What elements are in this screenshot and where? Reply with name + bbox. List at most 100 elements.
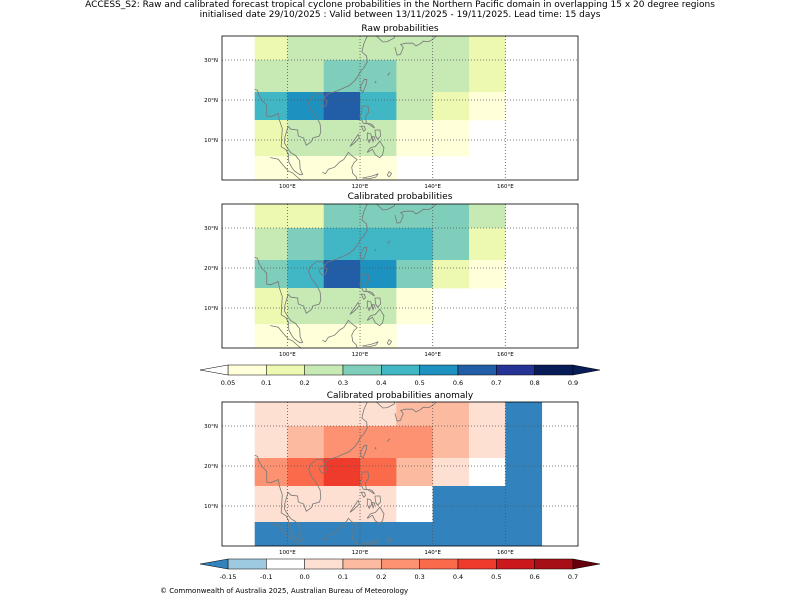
probability-cell: [287, 522, 325, 546]
probability-cell: [287, 36, 325, 61]
probability-cell: [323, 426, 361, 459]
probability-cell: [469, 426, 506, 459]
probability-cell: [323, 120, 361, 157]
colorbar-probability: 0.05 0.1 0.2 0.3 0.4 0.5 0.6 0.7 0.8 0.9: [199, 364, 601, 387]
colorbar-segment: [266, 364, 305, 376]
probability-cell: [469, 402, 506, 427]
probability-cell: [432, 228, 470, 261]
probability-cell: [505, 402, 543, 427]
x-tick-label: 120°E: [352, 550, 369, 556]
coastline: [270, 157, 302, 180]
probability-cell: [432, 426, 470, 459]
coastline: [349, 301, 360, 315]
coastline: [394, 204, 437, 224]
x-tick-label: 100°E: [279, 184, 296, 190]
coastline: [254, 36, 368, 176]
probability-cell: [432, 402, 470, 427]
y-tick-label: 30°N: [204, 58, 218, 64]
coastline: [360, 125, 366, 132]
probability-cell: [254, 288, 288, 325]
coastline: [374, 446, 377, 450]
probability-cell: [469, 36, 506, 61]
coastline: [387, 438, 391, 442]
copyright-notice: © Commonwealth of Australia 2025, Austra…: [160, 587, 409, 595]
colorbar-tick-label: 0.7: [491, 379, 501, 387]
probability-cell: [323, 156, 361, 180]
probability-cell: [323, 288, 361, 325]
map-frame: [221, 203, 579, 349]
probability-cell: [287, 156, 325, 180]
figure-subtitle: initialised date 29/10/2025 : Valid betw…: [199, 10, 601, 20]
y-tick-label: 10°N: [204, 138, 218, 144]
colorbar-segment: [304, 558, 344, 570]
coastline: [360, 491, 366, 498]
coastline: [394, 36, 437, 56]
probability-cell: [287, 120, 325, 157]
probability-cell: [469, 204, 506, 229]
map-content: [222, 36, 578, 180]
coastline: [366, 300, 373, 312]
colorbar-tick-label: 0.0: [299, 573, 309, 581]
coastline: [374, 129, 382, 140]
probability-cell: [396, 458, 434, 487]
probability-cell: [254, 36, 288, 61]
coastline: [270, 325, 302, 348]
x-tick-label: 160°E: [497, 352, 514, 358]
colorbar-segment: [534, 364, 574, 376]
colorbar-over-arrow: [572, 558, 601, 570]
coastline: [318, 465, 328, 474]
probability-cell: [360, 324, 397, 348]
colorbar-segment: [457, 558, 497, 570]
probability-cell: [469, 486, 506, 523]
colorbar-under-arrow: [199, 364, 229, 376]
probability-cell: [469, 458, 506, 487]
probability-cell: [432, 522, 470, 546]
colorbar-segment: [419, 558, 459, 570]
colorbar-tick-label: 0.3: [338, 379, 348, 387]
probability-cell: [254, 324, 288, 348]
probability-cell: [505, 458, 543, 487]
x-tick-label: 160°E: [497, 550, 514, 556]
colorbar-segment: [457, 364, 497, 376]
colorbar-segment: [381, 364, 420, 376]
colorbar-tick-label: 0.9: [568, 379, 578, 387]
y-tick-label: 20°N: [204, 266, 218, 272]
coastline: [366, 498, 373, 510]
probability-cell: [432, 260, 470, 289]
coastline: [270, 523, 302, 546]
probability-cell: [254, 60, 288, 93]
coastline: [387, 72, 391, 76]
probability-cell: [323, 260, 361, 289]
probability-cell: [469, 228, 506, 261]
x-tick-label: 120°E: [352, 352, 369, 358]
colorbar-segment: [266, 558, 305, 570]
probability-cell: [396, 486, 434, 523]
probability-cell: [432, 36, 470, 61]
probability-cell: [323, 228, 361, 261]
colorbar-segment: [304, 364, 344, 376]
probability-cell: [323, 324, 361, 348]
x-tick-label: 100°E: [279, 550, 296, 556]
probability-cell: [432, 120, 470, 157]
probability-cell: [287, 92, 325, 121]
probability-cell: [360, 156, 397, 180]
probability-cell: [323, 486, 361, 523]
probability-cell: [505, 426, 543, 459]
map-panel-anomaly: 100°E 120°E 140°E 160°E 30°N 20°N 10°N: [204, 401, 579, 556]
coastline: [386, 338, 393, 346]
probability-cell: [254, 426, 288, 459]
map-panel-raw: 100°E 120°E 140°E 160°E 30°N 20°N 10°N: [204, 35, 579, 190]
probability-cell: [469, 92, 506, 121]
probability-cell: [432, 92, 470, 121]
coastline: [322, 151, 358, 180]
coastline: [362, 341, 379, 347]
panel-title-raw: Raw probabilities: [361, 24, 439, 34]
coastline: [374, 248, 377, 252]
colorbar-tick-label: 0.4: [376, 379, 386, 387]
probability-cell: [396, 228, 434, 261]
probability-cell: [396, 120, 434, 157]
probability-cell: [254, 120, 288, 157]
probability-cell: [254, 204, 288, 229]
probability-cell: [432, 458, 470, 487]
coastline: [387, 240, 391, 244]
